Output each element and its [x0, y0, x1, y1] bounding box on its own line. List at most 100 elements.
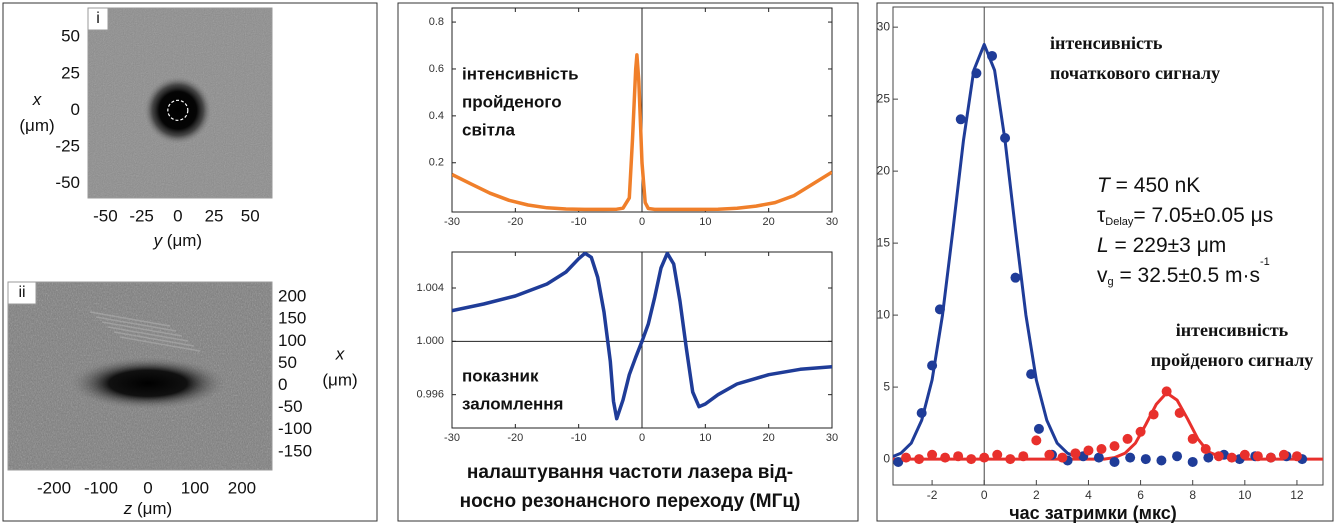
data-point	[1172, 451, 1182, 461]
y-tick-label: 15	[877, 235, 891, 249]
annotation: пройденого сигналу	[1151, 350, 1314, 370]
data-point	[1279, 450, 1289, 460]
fit-parameter: τDelay= 7.05±0.05 μs	[1097, 204, 1273, 228]
x-tick-label: 20	[763, 432, 775, 444]
annotation: інтенсивність	[462, 64, 579, 83]
atom-cloud	[70, 357, 226, 409]
y-tick-label: 150	[278, 309, 306, 328]
data-point	[1214, 451, 1224, 461]
data-point	[956, 114, 966, 124]
y-tick-label: -150	[278, 441, 312, 460]
data-point	[1010, 273, 1020, 283]
x-tick-label: 10	[699, 216, 711, 228]
panel-label: ii	[18, 284, 25, 301]
y-tick-label: 20	[877, 163, 891, 177]
y-tick-label: 0	[71, 100, 80, 119]
y-tick-label: 0.2	[429, 157, 444, 169]
y-tick-label: -100	[278, 419, 312, 438]
y-tick-label: 200	[278, 287, 306, 306]
x-axis-label: y (μm)	[153, 231, 203, 250]
x-tick-label: -100	[84, 478, 118, 497]
fit-line	[890, 393, 1323, 459]
data-point	[1240, 450, 1250, 460]
x-tick-label: 0	[981, 488, 988, 502]
fit-parameter-part: -1	[1260, 256, 1270, 268]
y-axis-label-var: x	[32, 90, 42, 109]
annotation: заломлення	[462, 394, 563, 413]
y-axis-label-unit: (μm)	[322, 370, 357, 389]
data-point	[1227, 453, 1237, 463]
fit-parameter-part: = 32.5±0.5 m·s	[1114, 264, 1260, 287]
data-point	[1175, 408, 1185, 418]
y-tick-label: 0.4	[429, 110, 444, 122]
data-point	[979, 453, 989, 463]
x-tick-label: 20	[763, 216, 775, 228]
annotation: інтенсивність	[1176, 320, 1289, 340]
data-point	[953, 451, 963, 461]
fit-parameter-part: Delay	[1105, 216, 1134, 228]
x-axis-label: носно резонансного переходу (МГц)	[460, 491, 801, 512]
fit-parameter-part: = 7.05±0.05 μs	[1133, 204, 1273, 227]
data-point	[1201, 444, 1211, 454]
x-tick-label: 0	[639, 216, 645, 228]
data-point	[1057, 453, 1067, 463]
data-point	[1005, 454, 1015, 464]
x-tick-label: 2	[1033, 488, 1040, 502]
data-point	[966, 454, 976, 464]
y-tick-label: 25	[877, 91, 891, 105]
x-tick-label: 4	[1085, 488, 1092, 502]
y-tick-label: 25	[61, 63, 80, 82]
fit-parameter-part: = 229±3 μm	[1109, 234, 1227, 257]
data-point	[1000, 133, 1010, 143]
x-tick-label: 6	[1137, 488, 1144, 502]
x-axis-label-part: (μm)	[162, 231, 202, 250]
fit-parameter: L = 229±3 μm	[1097, 234, 1226, 257]
data-point	[1125, 453, 1135, 463]
data-point	[1253, 451, 1263, 461]
data-point	[940, 453, 950, 463]
data-point	[1026, 369, 1036, 379]
x-tick-label: -30	[444, 432, 460, 444]
data-point	[914, 454, 924, 464]
x-tick-label: 50	[241, 206, 260, 225]
y-tick-label: 100	[278, 331, 306, 350]
annotation: пройденого	[462, 92, 562, 111]
fit-parameter: T = 450 nK	[1097, 174, 1200, 197]
data-point	[1096, 444, 1106, 454]
y-tick-label: 50	[61, 27, 80, 46]
data-point	[992, 450, 1002, 460]
x-tick-label: -200	[37, 478, 71, 497]
x-tick-label: 30	[826, 432, 838, 444]
data-point	[1110, 441, 1120, 451]
annotation: інтенсивність	[1050, 33, 1163, 53]
x-tick-label: -25	[129, 206, 154, 225]
panel-label: i	[96, 10, 100, 27]
x-axis-label-part: (μm)	[132, 499, 172, 518]
data-point	[935, 304, 945, 314]
y-tick-label: 10	[877, 307, 891, 321]
x-tick-label: -50	[93, 206, 118, 225]
x-tick-label: -10	[571, 216, 587, 228]
data-point	[1141, 454, 1151, 464]
x-tick-label: 30	[826, 216, 838, 228]
x-axis-label-part: z	[123, 499, 133, 518]
y-axis-label-unit: (μm)	[19, 116, 54, 135]
x-axis-label: час затримки (мкс)	[1009, 503, 1177, 523]
data-point	[1083, 445, 1093, 455]
x-tick-label: 200	[228, 478, 256, 497]
y-tick-label: 0.8	[429, 16, 444, 28]
y-tick-label: 0	[883, 451, 890, 465]
data-point	[987, 51, 997, 61]
y-tick-label: 5	[883, 379, 890, 393]
absorption-image	[8, 282, 272, 470]
y-tick-label: 50	[278, 353, 297, 372]
data-point	[1070, 448, 1080, 458]
data-point	[1123, 434, 1133, 444]
data-point	[1188, 434, 1198, 444]
data-point	[1149, 409, 1159, 419]
data-point	[1044, 450, 1054, 460]
x-tick-label: 0	[173, 206, 182, 225]
x-tick-label: 10	[1238, 488, 1252, 502]
x-tick-label: -2	[927, 488, 938, 502]
fit-parameter-part: v	[1097, 264, 1108, 287]
